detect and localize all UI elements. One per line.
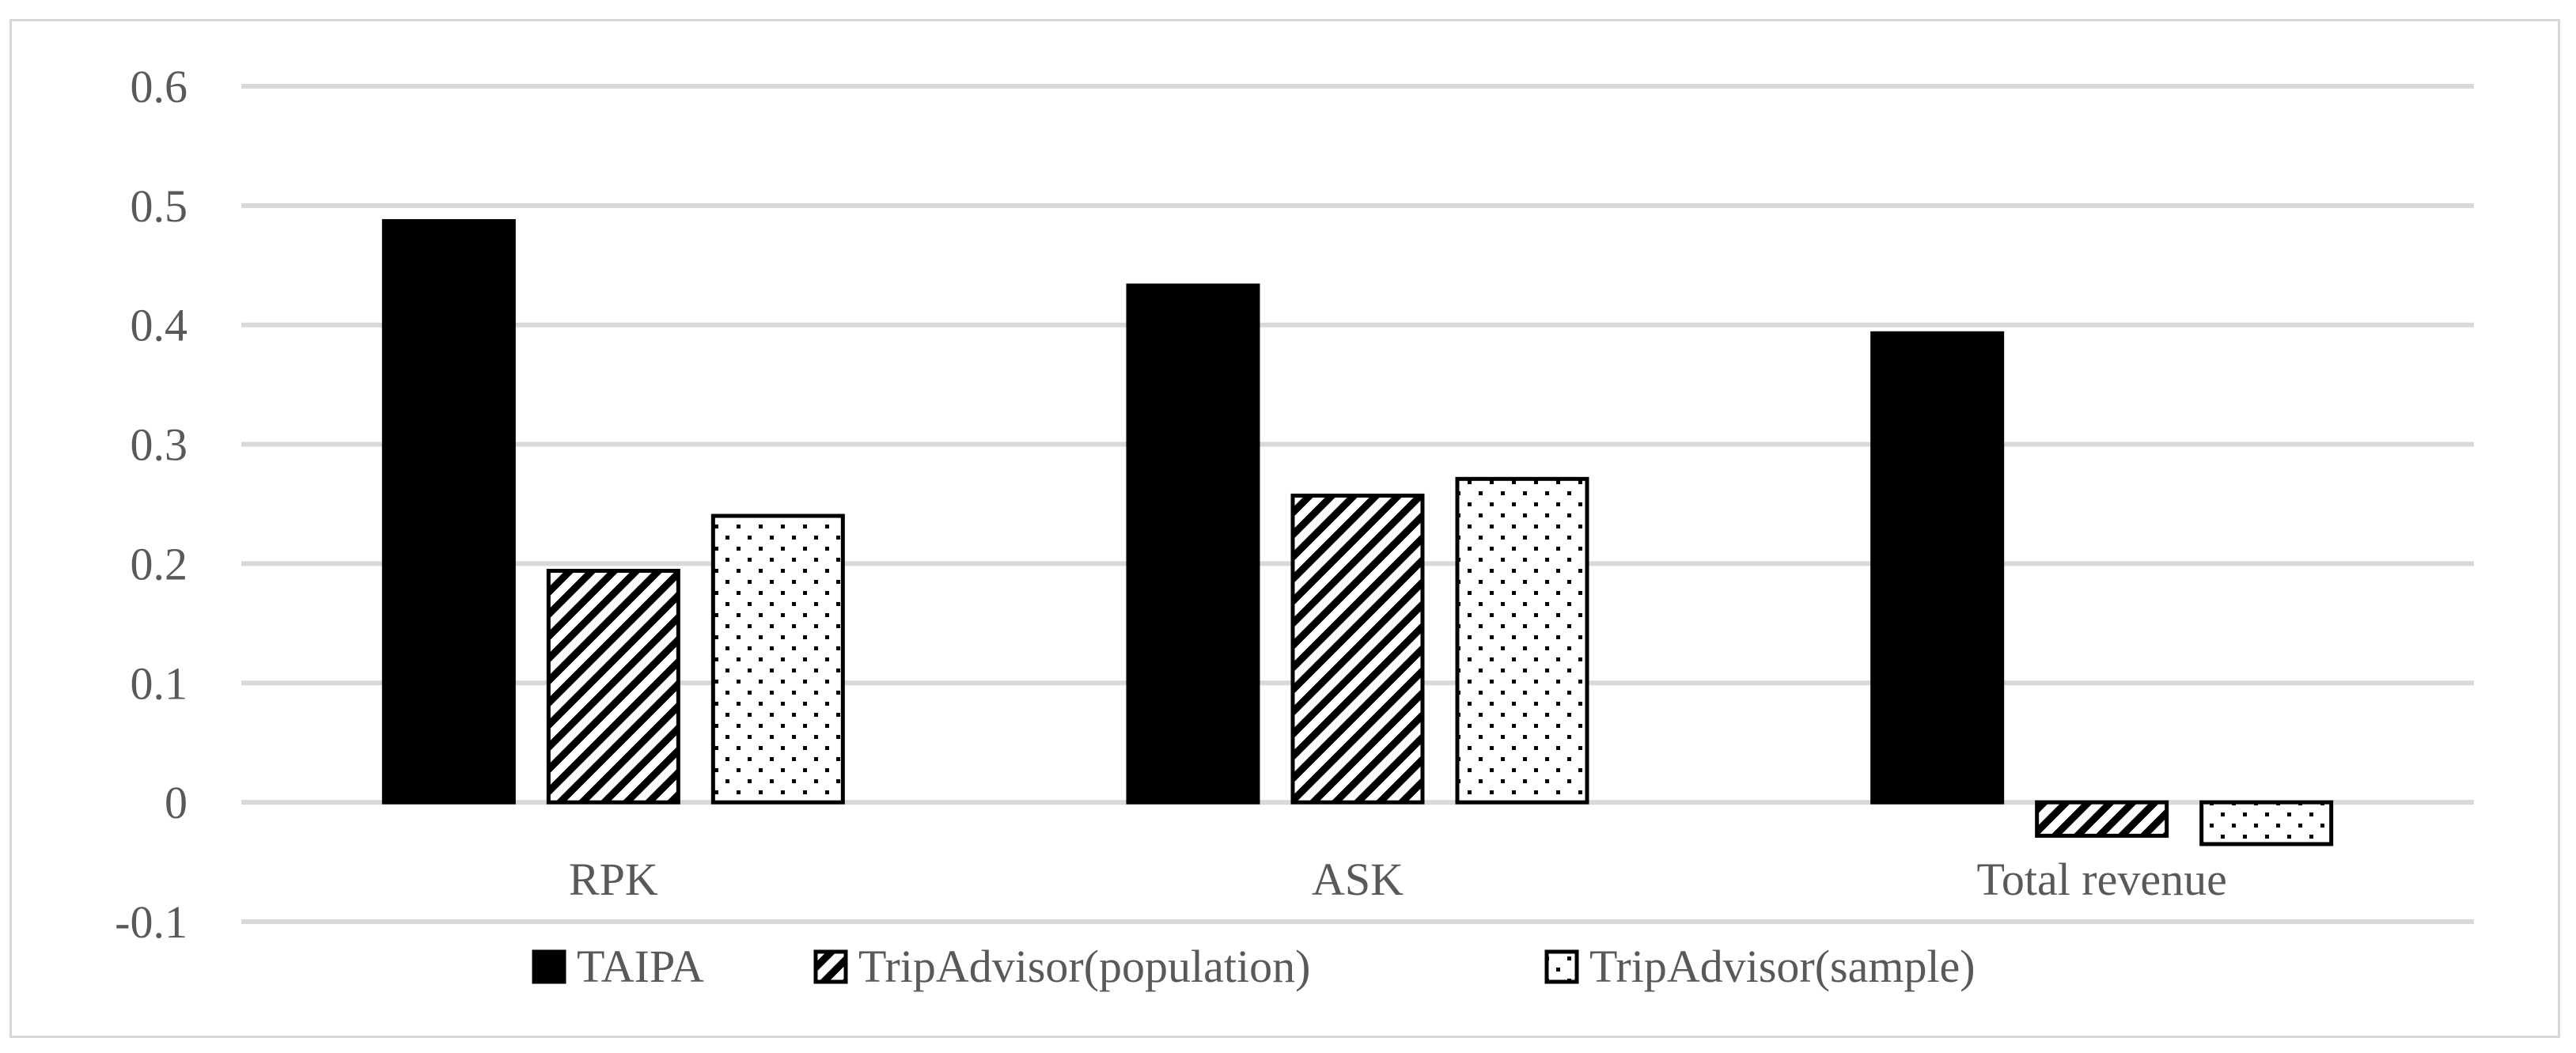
bar-chart: 0.6 0.5 0.4 0.3 0.2 0.1 0 -0.1 RPK ASK Total reve… [115,61,2474,992]
legend-swatch [813,949,848,984]
legend-label: TripAdvisor(population) [858,941,1310,992]
chart-frame: 0.6 0.5 0.4 0.3 0.2 0.1 0 -0.1 RPK ASK Total reve… [9,19,2560,1038]
x-category-label: RPK [569,854,658,905]
bar-diagonal-hatch [546,568,680,805]
bar-solid [381,218,516,805]
legend-swatch [1544,949,1579,984]
legend-swatch [532,949,566,984]
bar-diagonal-hatch [1290,493,1425,805]
bar-dots [2199,800,2334,847]
y-tick-label: -0.1 [115,896,188,948]
bar-solid [1870,331,2005,805]
bar-dots [1455,476,1589,805]
x-axis-categories: RPK ASK Total revenue [569,854,2227,905]
y-tick-label: 0.2 [131,538,188,589]
y-axis-ticks: 0.6 0.5 0.4 0.3 0.2 0.1 0 -0.1 [115,61,188,948]
legend: TAIPA TripAdvisor(population) TripAdvisor(… [532,941,1976,992]
legend-label: TAIPA [577,941,704,992]
legend-label: TripAdvisor(sample) [1589,941,1976,992]
y-tick-label: 0.1 [131,657,188,709]
bars [381,218,2334,847]
y-tick-label: 0 [165,777,188,828]
y-tick-label: 0.5 [131,180,188,232]
x-category-label: ASK [1312,854,1404,905]
bar-solid [1126,283,1260,805]
y-tick-label: 0.4 [131,300,188,351]
bar-diagonal-hatch [2035,800,2169,838]
y-tick-label: 0.3 [131,419,188,471]
bar-dots [710,513,845,805]
x-category-label: Total revenue [1976,854,2226,905]
y-tick-label: 0.6 [131,61,188,112]
